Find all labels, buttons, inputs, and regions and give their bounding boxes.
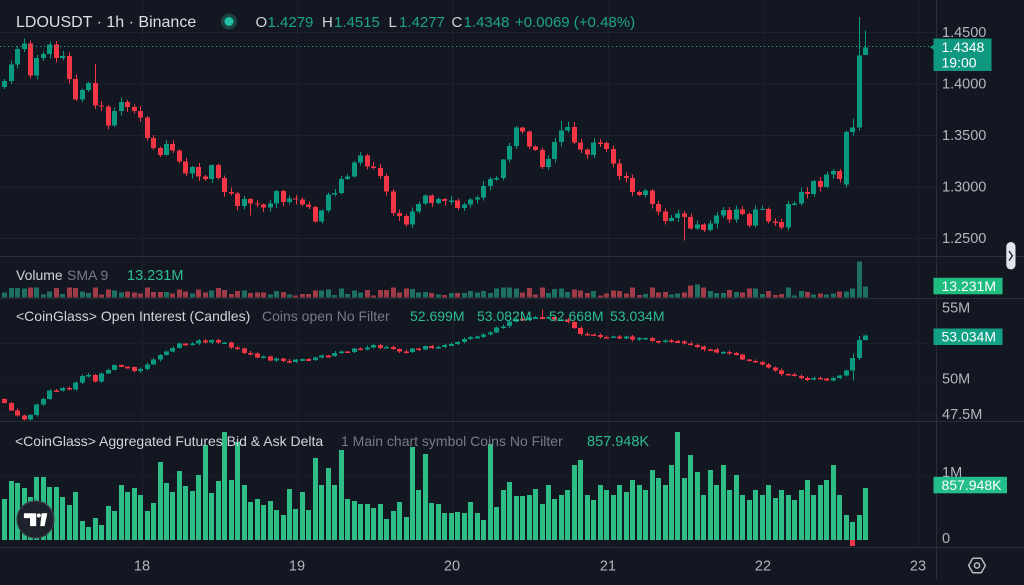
svg-text:1.4348: 1.4348 (464, 14, 510, 31)
svg-text:52.699M: 52.699M (410, 308, 464, 324)
svg-text:53.034M: 53.034M (942, 329, 996, 345)
svg-text:SMA 9: SMA 9 (67, 267, 108, 283)
svg-text:1.4515: 1.4515 (334, 14, 380, 31)
svg-text:L: L (389, 14, 397, 31)
svg-text:13.231M: 13.231M (942, 278, 996, 294)
svg-text:857.948K: 857.948K (942, 477, 1003, 493)
svg-text:0: 0 (942, 531, 950, 547)
svg-text:Volume: Volume (16, 267, 63, 283)
svg-text:1 Main chart symbol Coins No F: 1 Main chart symbol Coins No Filter (341, 433, 563, 449)
svg-text:H: H (322, 14, 333, 31)
svg-text:1.4279: 1.4279 (268, 14, 314, 31)
svg-text:+0.0069 (+0.48%): +0.0069 (+0.48%) (515, 14, 635, 31)
svg-text:C: C (452, 14, 463, 31)
svg-text:O: O (256, 14, 268, 31)
svg-text:13.231M: 13.231M (127, 268, 183, 284)
svg-text:1.4277: 1.4277 (399, 14, 445, 31)
svg-text:1.3000: 1.3000 (942, 180, 986, 196)
svg-text:19: 19 (289, 559, 305, 575)
svg-text:21: 21 (600, 559, 616, 575)
svg-text:18: 18 (134, 559, 150, 575)
svg-text:1.4500: 1.4500 (942, 25, 986, 41)
svg-text:LDOUSDT · 1h · Binance: LDOUSDT · 1h · Binance (16, 14, 196, 31)
svg-text:<CoinGlass> Open Interest (Can: <CoinGlass> Open Interest (Candles) (16, 308, 250, 324)
svg-text:53.082M: 53.082M (477, 308, 531, 324)
svg-text:23: 23 (910, 559, 926, 575)
svg-text:55M: 55M (942, 301, 970, 317)
svg-text:53.034M: 53.034M (610, 308, 664, 324)
svg-text:19:00: 19:00 (942, 55, 977, 71)
svg-text:50M: 50M (942, 372, 970, 388)
svg-text:1.2500: 1.2500 (942, 231, 986, 247)
svg-text:1.3500: 1.3500 (942, 128, 986, 144)
svg-text:1.4000: 1.4000 (942, 77, 986, 93)
svg-text:1.4348: 1.4348 (942, 39, 985, 55)
svg-text:47.5M: 47.5M (942, 407, 982, 423)
svg-text:<CoinGlass> Aggregated Futures: <CoinGlass> Aggregated Futures Bid & Ask… (15, 433, 323, 449)
svg-text:Coins open No Filter: Coins open No Filter (262, 308, 390, 324)
svg-text:857.948K: 857.948K (587, 434, 649, 450)
svg-text:52.668M: 52.668M (549, 308, 603, 324)
svg-text:22: 22 (755, 559, 771, 575)
svg-text:20: 20 (444, 559, 460, 575)
